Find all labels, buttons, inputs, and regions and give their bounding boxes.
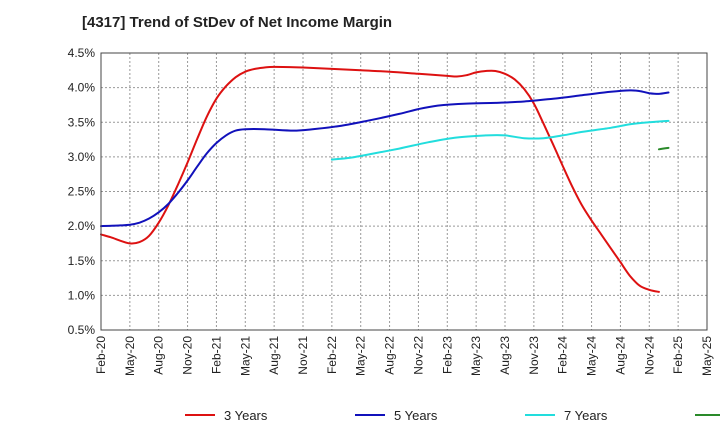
x-tick-label: Feb-25	[671, 336, 685, 374]
x-tick-label: Nov-21	[296, 336, 310, 375]
x-tick-label: Feb-22	[325, 336, 339, 374]
x-tick-label: May-21	[238, 336, 252, 376]
chart-title: [4317] Trend of StDev of Net Income Marg…	[82, 14, 393, 31]
x-tick-label: Feb-24	[556, 336, 570, 374]
x-tick-label: Feb-21	[209, 336, 223, 374]
y-tick-label: 2.0%	[68, 219, 96, 233]
y-tick-label: 3.0%	[68, 150, 96, 164]
x-tick-label: Nov-22	[411, 336, 425, 375]
y-tick-label: 4.5%	[68, 46, 96, 60]
legend-label-7-years: 7 Years	[564, 408, 608, 423]
plot-frame	[100, 52, 708, 331]
x-tick-label: Nov-24	[642, 336, 656, 375]
series-line-3-years	[100, 65, 660, 293]
y-tick-label: 1.5%	[68, 254, 96, 268]
x-tick-label: Feb-23	[440, 336, 454, 374]
y-tick-label: 4.0%	[68, 81, 96, 95]
x-tick-label: Nov-23	[527, 336, 541, 375]
legend-label-5-years: 5 Years	[394, 408, 438, 423]
y-tick-label: 2.5%	[68, 185, 96, 199]
x-axis-ticks: Feb-20 May-20 Aug-20 Nov-20 Feb-21 May-21 Aug-…	[94, 336, 714, 376]
legend-label-3-years: 3 Years	[224, 408, 268, 423]
series-line-10-years	[657, 146, 670, 151]
series-lines	[100, 65, 670, 293]
x-tick-label: Aug-20	[152, 336, 166, 375]
x-tick-label: May-22	[354, 336, 368, 376]
y-tick-label: 0.5%	[68, 323, 96, 337]
grid	[100, 52, 708, 331]
y-tick-label: 3.5%	[68, 115, 96, 129]
x-tick-label: May-25	[700, 336, 714, 376]
x-tick-label: Feb-20	[94, 336, 108, 374]
x-tick-label: Aug-22	[383, 336, 397, 375]
y-axis-ticks: 0.5% 1.0% 1.5% 2.0% 2.5% 3.0% 3.5% 4.0% 4.5%	[68, 46, 96, 337]
y-tick-label: 1.0%	[68, 288, 96, 302]
x-tick-label: May-23	[469, 336, 483, 376]
x-tick-label: May-20	[123, 336, 137, 376]
x-tick-label: Aug-24	[613, 336, 627, 375]
x-tick-label: Nov-20	[181, 336, 195, 375]
x-tick-label: Aug-21	[267, 336, 281, 375]
series-line-7-years	[330, 119, 670, 161]
x-tick-label: Aug-23	[498, 336, 512, 375]
x-tick-label: May-24	[585, 336, 599, 376]
series-line-5-years	[100, 89, 670, 228]
